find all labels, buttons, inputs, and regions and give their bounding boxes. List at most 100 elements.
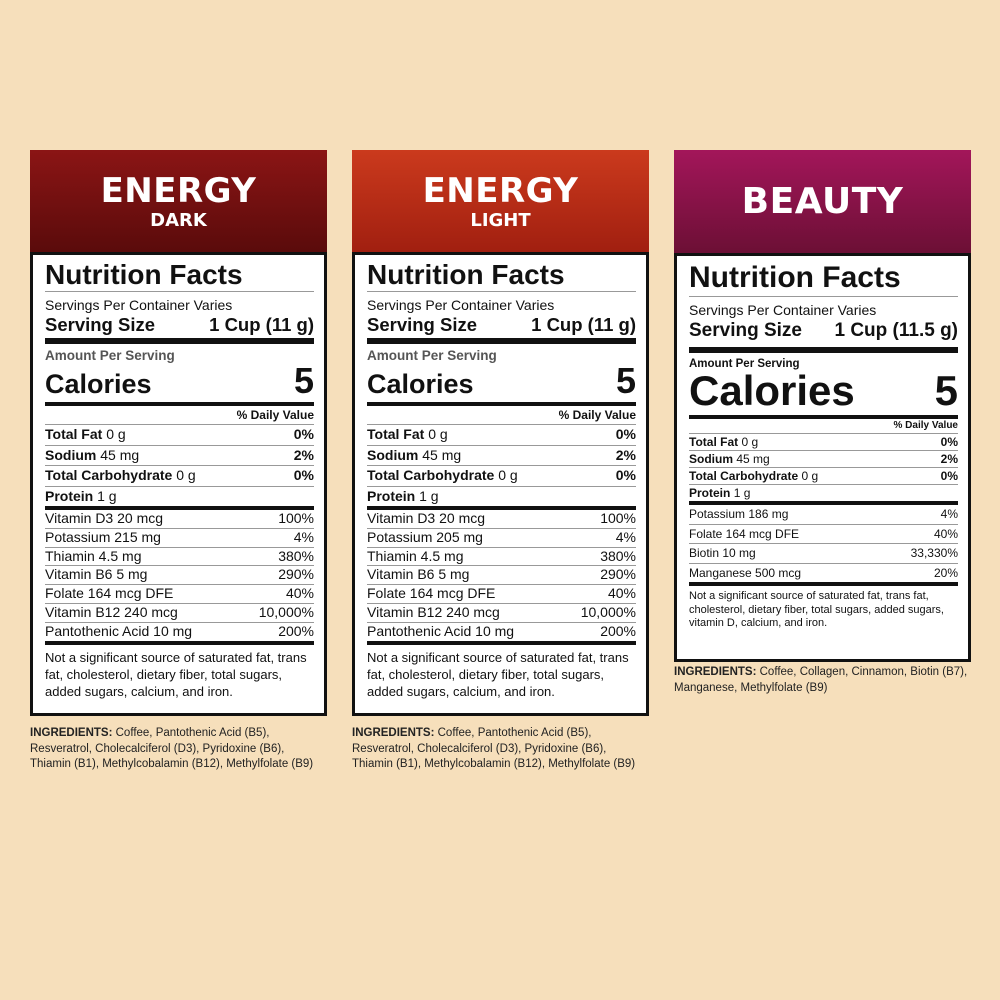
nutrient-name: Total Carbohydrate	[367, 467, 495, 483]
ingredients-text: Coffee, Pantothenic Acid (B5), Resveratr…	[30, 727, 314, 770]
serving-size-value: 1 Cup (11 g)	[209, 314, 314, 335]
vitamin-list: Vitamin D3 20 mcg 100% Potassium 215 mg 4% T…	[45, 510, 314, 645]
nutrient-amount: 0 g	[106, 426, 126, 442]
calories-label: Calories	[45, 369, 152, 399]
nutrient-daily-value: 0%	[293, 426, 314, 442]
ingredients-label: INGREDIENTS:	[352, 727, 435, 739]
vitamin-daily-value: 4%	[293, 528, 314, 545]
panel-energy-light: ENERGY LIGHT Nutrition Facts Servings Pe…	[352, 150, 649, 773]
vitamin-row: Folate 164 mcg DFE 40%	[367, 585, 636, 604]
vitamin-row: Vitamin D3 20 mcg 100%	[45, 510, 314, 529]
nutrient-amount: 45 mg	[100, 446, 140, 463]
nutrient-amount: 1 g	[733, 486, 751, 500]
vitamin-name: Biotin 10 mg	[689, 546, 756, 560]
vitamin-row: Pantothenic Acid 10 mg 200%	[367, 623, 636, 641]
serving-size: Serving Size 1 Cup (11 g)	[45, 314, 314, 344]
nutrient-name: Total Fat	[689, 435, 739, 449]
ingredients-label: INGREDIENTS:	[30, 727, 113, 739]
ingredients-text: Coffee, Collagen, Cinnamon, Biotin (B7),…	[674, 666, 968, 694]
vitamin-name: Vitamin B6 5 mg	[45, 566, 148, 583]
nutrient-list: Total Fat 0 g 0% Sodium 45 mg 2% Total Carbo…	[367, 425, 636, 510]
vitamin-name: Thiamin 4.5 mg	[45, 547, 142, 564]
vitamin-row: Potassium 205 mg 4%	[367, 529, 636, 548]
vitamin-row: Vitamin B12 240 mcg 10,000%	[45, 604, 314, 623]
nutrient-row: Sodium 45 mg 2%	[45, 446, 314, 466]
vitamin-daily-value: 200%	[600, 622, 636, 639]
serving-size-label: Serving Size	[367, 314, 478, 335]
nutrient-daily-value: 0%	[293, 467, 314, 483]
nutrient-amount: 45 mg	[736, 452, 770, 466]
calories-row: Calories 5	[45, 363, 314, 406]
daily-value-header: % Daily Value	[45, 406, 314, 425]
nutrient-name: Sodium	[45, 446, 97, 463]
servings-per-container: Servings Per Container Varies	[367, 297, 555, 313]
nutrient-name: Total Fat	[45, 426, 103, 442]
vitamin-daily-value: 100%	[278, 510, 314, 526]
vitamin-name: Folate 164 mcg DFE	[689, 526, 800, 541]
nutrient-row: Total Fat 0 g 0%	[45, 425, 314, 446]
vitamin-daily-value: 4%	[615, 528, 636, 545]
nutrition-facts-heading: Nutrition Facts	[367, 259, 636, 292]
vitamin-daily-value: 380%	[600, 547, 636, 564]
panel-energy-dark: ENERGY DARK Nutrition Facts Servings Per…	[30, 150, 327, 773]
calories-label: Calories	[367, 369, 474, 399]
nutrient-amount: 0 g	[176, 467, 196, 483]
vitamin-row: Potassium 186 mg 4%	[689, 505, 958, 525]
nutrient-row: Total Carbohydrate 0 g 0%	[689, 468, 958, 485]
vitamin-daily-value: 4%	[940, 507, 958, 521]
serving-size-label: Serving Size	[45, 314, 156, 335]
nutrient-amount: 0 g	[498, 467, 518, 483]
vitamin-row: Folate 164 mcg DFE 40%	[45, 585, 314, 604]
vitamin-row: Vitamin B6 5 mg 290%	[367, 566, 636, 586]
vitamin-list: Potassium 186 mg 4% Folate 164 mcg DFE 40% B…	[689, 505, 958, 586]
calories-label: Calories	[689, 367, 855, 414]
ingredients: INGREDIENTS: Coffee, Pantothenic Acid (B…	[30, 726, 327, 773]
vitamin-name: Potassium 215 mg	[45, 528, 161, 545]
nutrition-facts-heading: Nutrition Facts	[689, 260, 958, 297]
vitamin-row: Vitamin D3 20 mcg 100%	[367, 510, 636, 529]
nutrient-daily-value: 2%	[293, 446, 314, 463]
vitamin-row: Vitamin B6 5 mg 290%	[45, 566, 314, 586]
vitamin-daily-value: 10,000%	[258, 603, 314, 620]
nutrient-daily-value: 0%	[940, 469, 958, 483]
nutrient-amount: 0 g	[428, 426, 448, 442]
vitamin-name: Thiamin 4.5 mg	[367, 547, 464, 564]
vitamin-name: Folate 164 mcg DFE	[45, 585, 174, 602]
nutrient-row: Protein 1 g	[45, 487, 314, 507]
footnote: Not a significant source of saturated fa…	[367, 649, 629, 699]
nutrient-list: Total Fat 0 g 0% Sodium 45 mg 2% Total Carbo…	[45, 425, 314, 510]
vitamin-list: Vitamin D3 20 mcg 100% Potassium 205 mg 4% T…	[367, 510, 636, 645]
calories-value: 5	[934, 367, 958, 414]
ingredients: INGREDIENTS: Coffee, Pantothenic Acid (B…	[352, 726, 649, 773]
amount-per-serving: Amount Per Serving	[367, 348, 497, 363]
nutrition-facts-label: Nutrition Facts Servings Per Container V…	[30, 252, 327, 716]
calories-row: Calories 5	[689, 367, 958, 419]
nutrient-row: Protein 1 g	[689, 485, 958, 501]
nutrient-amount: 0 g	[741, 435, 759, 449]
product-subtitle: LIGHT	[470, 210, 531, 231]
vitamin-daily-value: 40%	[285, 585, 314, 602]
vitamin-name: Potassium 205 mg	[367, 528, 483, 545]
nutrient-name: Total Carbohydrate	[689, 469, 799, 483]
vitamin-name: Vitamin B6 5 mg	[367, 566, 470, 583]
nutrient-row: Sodium 45 mg 2%	[367, 446, 636, 466]
vitamin-daily-value: 200%	[278, 622, 314, 639]
panel-beauty: BEAUTY Nutrition Facts Servings Per Cont…	[674, 150, 971, 696]
nutrient-daily-value: 2%	[615, 446, 636, 463]
serving-size-value: 1 Cup (11.5 g)	[834, 320, 958, 341]
nutrient-name: Total Fat	[367, 426, 425, 442]
serving-size: Serving Size 1 Cup (11 g)	[367, 314, 636, 344]
vitamin-daily-value: 10,000%	[580, 603, 636, 620]
nutrient-amount: 1 g	[419, 487, 439, 504]
nutrient-name: Protein	[367, 487, 416, 504]
vitamin-name: Vitamin B12 240 mcg	[45, 603, 178, 620]
serving-size: Serving Size 1 Cup (11.5 g)	[689, 319, 958, 353]
vitamin-name: Vitamin D3 20 mcg	[45, 510, 164, 526]
vitamin-daily-value: 40%	[607, 585, 636, 602]
ingredients: INGREDIENTS: Coffee, Collagen, Cinnamon,…	[674, 665, 971, 696]
serving-size-value: 1 Cup (11 g)	[531, 314, 636, 335]
vitamin-daily-value: 20%	[933, 565, 958, 580]
daily-value-header: % Daily Value	[367, 406, 636, 425]
vitamin-row: Biotin 10 mg 33,330%	[689, 544, 958, 564]
nutrient-name: Total Carbohydrate	[45, 467, 173, 483]
